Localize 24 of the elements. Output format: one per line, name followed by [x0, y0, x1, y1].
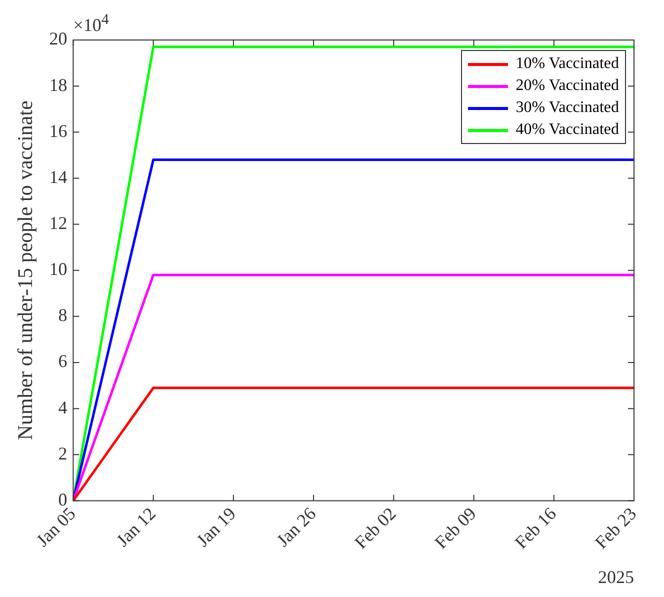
y-tick-label: 20	[49, 28, 68, 49]
x-tick-label: Jan 12	[112, 503, 160, 550]
legend-label: 10% Vaccinated	[516, 55, 619, 73]
x-tick-label: Jan 26	[272, 503, 320, 550]
text: ×10$^{4}$	[73, 12, 109, 36]
y-tick-label: 6	[58, 351, 68, 372]
y-tick-label: 18	[49, 74, 68, 95]
y-tick-label: 16	[49, 120, 68, 141]
y-tick-label: 12	[49, 213, 68, 234]
legend-label: 40% Vaccinated	[516, 121, 619, 139]
y-tick-label: 10	[49, 259, 68, 280]
y-tick-label: 8	[58, 305, 68, 326]
legend-label: 30% Vaccinated	[516, 99, 619, 117]
y-axis-title: Number of under-15 people to vaccinate	[13, 100, 38, 440]
x-tick-label: Feb 23	[591, 503, 640, 553]
legend-label: 20% Vaccinated	[516, 77, 619, 95]
y-tick-label: 4	[58, 397, 68, 418]
x-tick-label: Jan 19	[192, 503, 240, 550]
y-tick-label: 14	[49, 166, 68, 187]
x-tick-label: Feb 16	[510, 503, 560, 553]
text: 2025	[598, 567, 634, 588]
x-tick-label: Feb 09	[430, 503, 480, 553]
y-tick-label: 2	[58, 443, 68, 464]
x-tick-label: Feb 02	[350, 503, 400, 553]
